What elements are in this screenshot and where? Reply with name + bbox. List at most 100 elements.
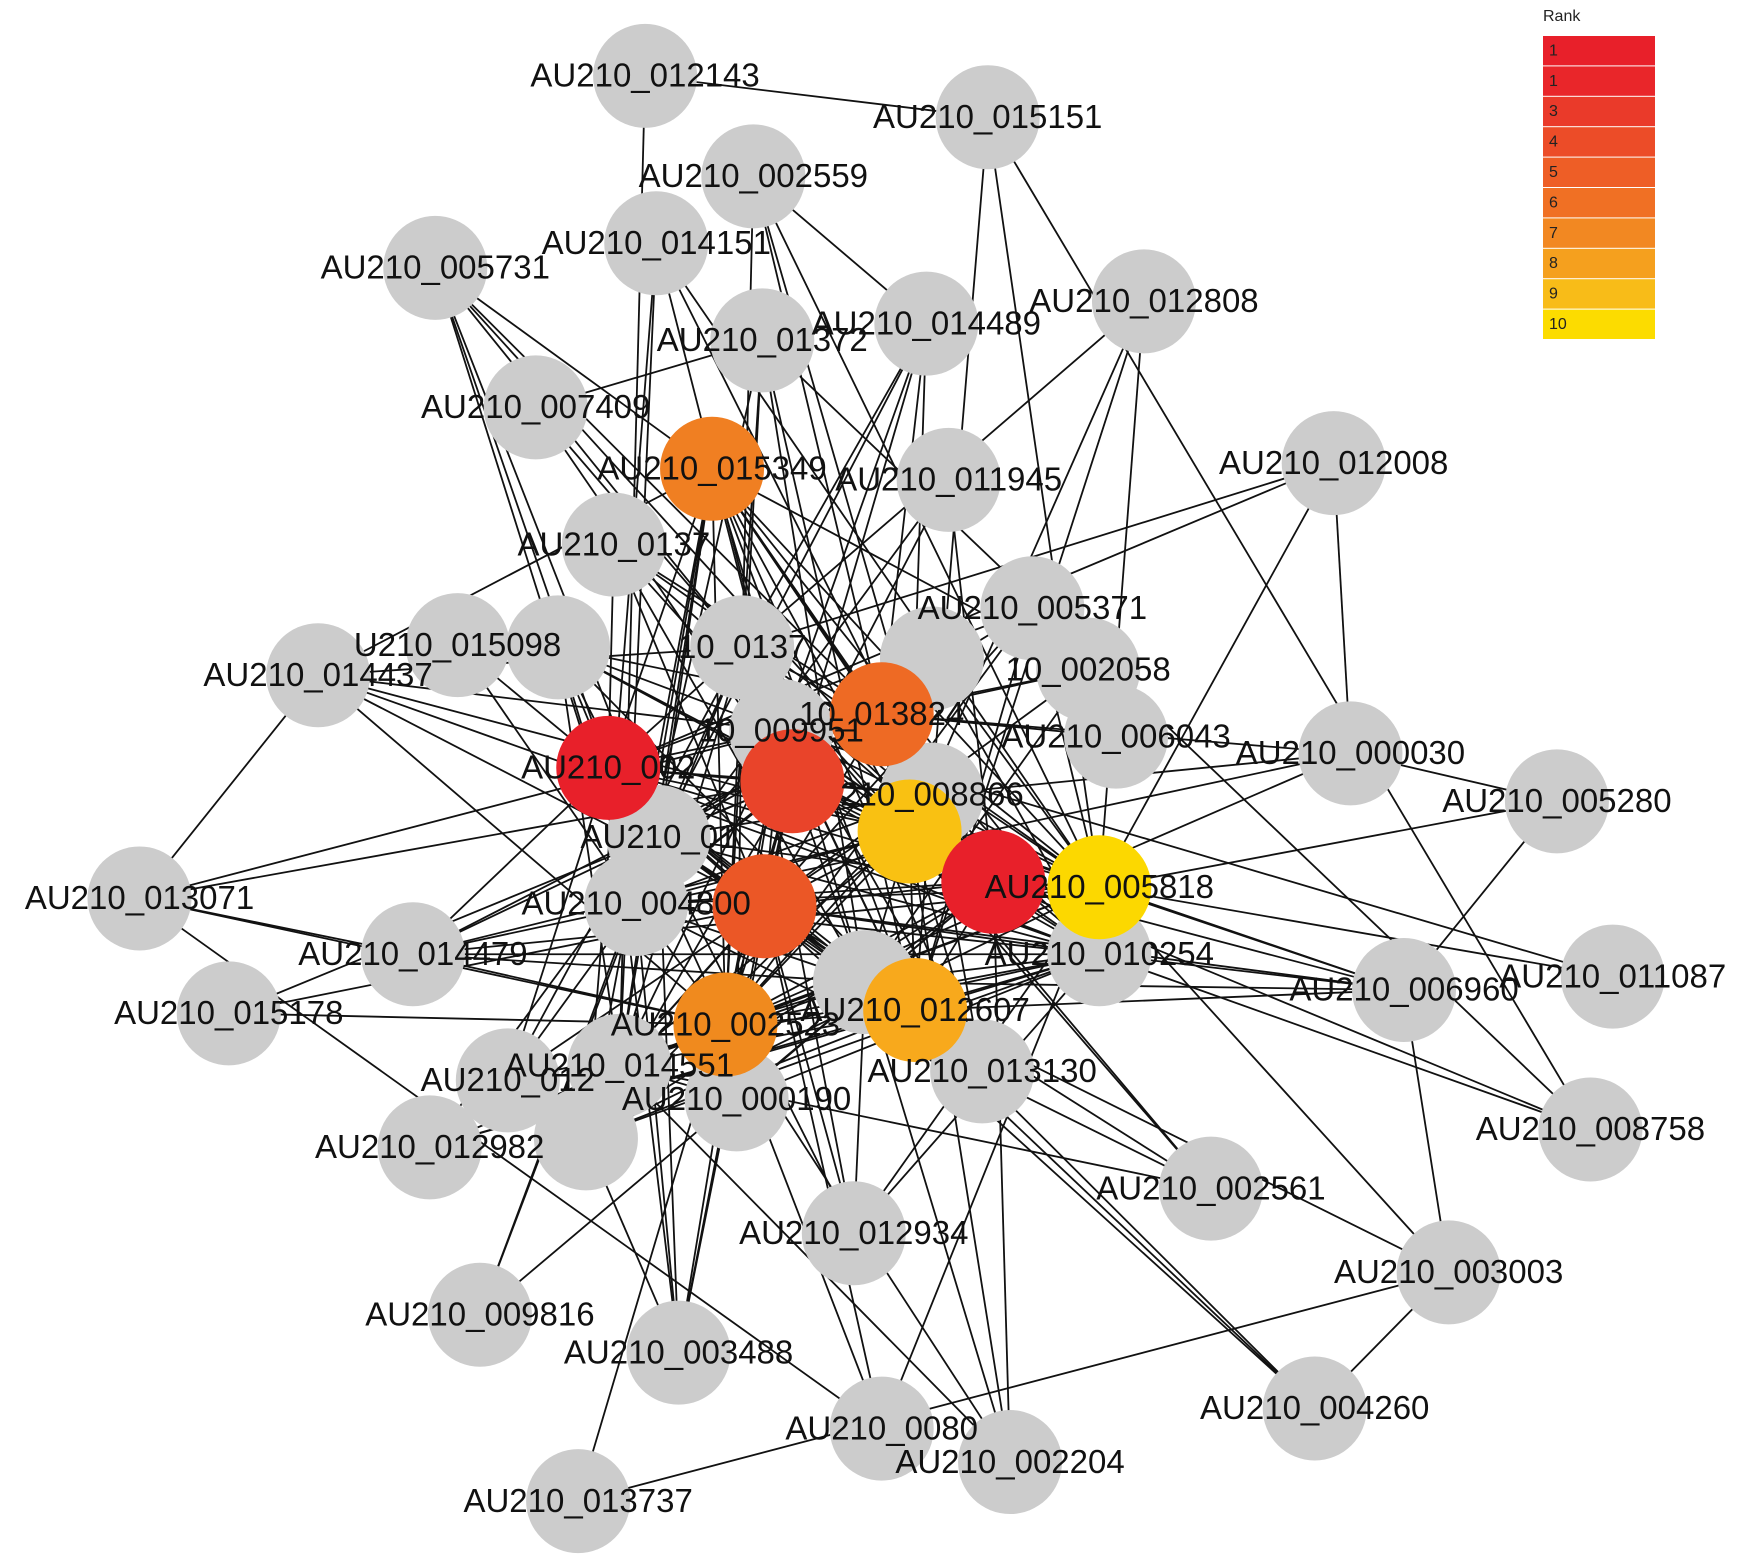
node xyxy=(941,829,1046,934)
node xyxy=(701,124,806,229)
node-label: AU210_002204 xyxy=(895,1443,1124,1480)
legend-label: 6 xyxy=(1549,194,1558,211)
node-label: AU210_007409 xyxy=(421,388,650,425)
node xyxy=(863,958,968,1063)
node-label: AU210_000190 xyxy=(622,1080,851,1117)
node xyxy=(526,1449,631,1554)
edge xyxy=(711,468,911,832)
node xyxy=(593,23,698,128)
legend-title: Rank xyxy=(1543,8,1581,25)
node xyxy=(874,271,979,376)
node xyxy=(377,1095,482,1200)
node-label: AU210_012934 xyxy=(739,1214,968,1251)
node xyxy=(690,595,795,700)
edge xyxy=(908,831,1011,1463)
edge xyxy=(585,243,658,1139)
edge xyxy=(607,468,713,769)
node-label: AU210_000030 xyxy=(1236,734,1465,771)
edge xyxy=(412,953,726,1026)
node xyxy=(1262,1356,1367,1461)
node-label: AU210_012808 xyxy=(1029,282,1258,319)
edge xyxy=(864,981,1011,1463)
legend-label: 7 xyxy=(1549,225,1558,242)
node xyxy=(710,288,815,393)
node-label: AU210_003003 xyxy=(1334,1253,1563,1290)
node-label: 10_0137 xyxy=(678,628,806,665)
edge xyxy=(741,176,755,648)
node-label: AU210_009816 xyxy=(365,1295,594,1332)
node xyxy=(360,902,465,1007)
node-label: 10_002058 xyxy=(1006,650,1171,687)
node xyxy=(561,492,666,597)
edge xyxy=(139,730,782,900)
edge xyxy=(1099,800,1558,889)
node xyxy=(930,1019,1035,1124)
node-label: AU210_008758 xyxy=(1476,1110,1705,1147)
node xyxy=(533,1086,638,1191)
node-label: AU210_005731 xyxy=(321,249,550,286)
node-label: AU210_01 xyxy=(580,818,736,855)
edge xyxy=(1098,886,1450,1273)
node-label: AU210_005818 xyxy=(985,868,1214,905)
node xyxy=(958,1410,1063,1515)
edge xyxy=(915,989,1405,1011)
legend-swatch xyxy=(1543,66,1655,96)
legend-label: 9 xyxy=(1549,286,1558,303)
node-label: AU210_002559 xyxy=(639,157,868,194)
node xyxy=(266,623,371,728)
edge xyxy=(752,176,883,715)
legend: Rank 1 1 3 4 5 6 7 8 9 10 xyxy=(1543,8,1655,339)
node-label: AU210_014489 xyxy=(812,304,1041,341)
node xyxy=(626,1300,731,1405)
node xyxy=(712,854,817,959)
node xyxy=(506,595,611,700)
edge xyxy=(1098,301,1145,888)
edge xyxy=(986,116,1592,1130)
legend-label: 3 xyxy=(1549,103,1558,120)
edge xyxy=(577,1271,1449,1502)
edge xyxy=(992,881,1011,1463)
legend-label: 1 xyxy=(1549,73,1558,90)
node xyxy=(483,355,588,460)
node xyxy=(556,715,661,820)
legend-label: 8 xyxy=(1549,255,1558,272)
node xyxy=(1047,835,1152,940)
node-label: AU210_013130 xyxy=(867,1052,1096,1089)
labels: AU210_012143AU210_015151AU210_002559AU21… xyxy=(25,57,1726,1519)
node xyxy=(740,729,845,834)
legend-swatch xyxy=(1543,218,1655,248)
node-label: AU210_014479 xyxy=(298,935,527,972)
node-label: AU210_004800 xyxy=(521,885,750,922)
node xyxy=(405,593,510,698)
node-label: 10_009951 xyxy=(699,712,864,749)
node xyxy=(801,1181,906,1286)
edge xyxy=(741,462,1334,649)
node-label: 210_008866 xyxy=(840,775,1024,812)
legend-swatch xyxy=(1543,127,1655,157)
node-label: AU210_005371 xyxy=(918,589,1147,626)
edge xyxy=(635,903,680,1353)
node xyxy=(857,779,962,884)
node-label: AU210_014151 xyxy=(542,224,771,261)
legend-swatch xyxy=(1543,96,1655,127)
node-label: AU210_012143 xyxy=(530,57,759,94)
node-label: AU210_014551 xyxy=(505,1047,734,1084)
edge xyxy=(763,906,883,1429)
node xyxy=(383,215,488,320)
node xyxy=(1064,684,1169,789)
node-label: AU210_011945 xyxy=(835,461,1062,498)
node-label: AU210_006043 xyxy=(1001,717,1230,754)
legend-swatch xyxy=(1543,188,1655,218)
legend-label: 10 xyxy=(1549,316,1567,333)
node xyxy=(1560,924,1665,1029)
node-label: AU210_015178 xyxy=(114,994,343,1031)
node xyxy=(1504,749,1609,854)
node xyxy=(1281,411,1386,516)
edge xyxy=(412,953,866,984)
node xyxy=(1091,249,1196,354)
edge xyxy=(1099,886,1405,991)
node-label: AU210_01372 xyxy=(657,321,868,358)
node xyxy=(935,65,1040,170)
legend-swatch xyxy=(1543,36,1655,66)
edge xyxy=(780,323,928,732)
